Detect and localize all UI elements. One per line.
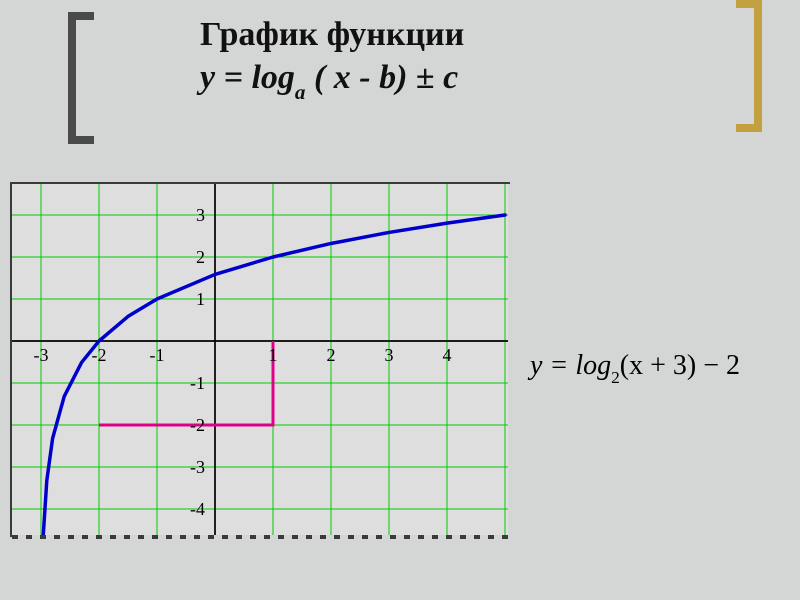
title-post: ( x - b) ± c <box>305 59 458 96</box>
svg-text:3: 3 <box>385 345 394 365</box>
formula-sub: 2 <box>611 368 620 387</box>
title-line-1: График функции <box>200 14 464 57</box>
bracket-left-decoration <box>60 12 100 144</box>
svg-text:3: 3 <box>196 205 205 225</box>
svg-text:-1: -1 <box>150 345 165 365</box>
log-chart: -3 -2 -1 1 2 3 4 -4 -3 -2 -1 1 2 3 <box>12 184 508 535</box>
formula-pre: y = log <box>530 350 611 381</box>
formula-label: y = log2(x + 3) − 2 <box>530 350 740 386</box>
title-pre: y = log <box>200 59 295 96</box>
svg-text:4: 4 <box>443 345 452 365</box>
svg-text:1: 1 <box>269 345 278 365</box>
svg-text:1: 1 <box>196 289 205 309</box>
bracket-right-decoration <box>730 0 770 132</box>
formula-mid: (x + 3) − 2 <box>620 350 740 381</box>
svg-text:-2: -2 <box>92 345 107 365</box>
svg-text:-1: -1 <box>190 373 205 393</box>
svg-text:-3: -3 <box>190 457 205 477</box>
svg-text:2: 2 <box>327 345 336 365</box>
chart-container: -3 -2 -1 1 2 3 4 -4 -3 -2 -1 1 2 3 <box>10 182 510 542</box>
svg-text:-4: -4 <box>190 499 205 519</box>
svg-text:2: 2 <box>196 247 205 267</box>
title-container: График функции y = loga ( x - b) ± c <box>60 4 770 134</box>
page-title: График функции y = loga ( x - b) ± c <box>200 14 464 102</box>
svg-text:-2: -2 <box>190 415 205 435</box>
svg-text:-3: -3 <box>34 345 49 365</box>
title-line-2: y = loga ( x - b) ± c <box>200 57 464 102</box>
title-sub: a <box>295 80 306 104</box>
